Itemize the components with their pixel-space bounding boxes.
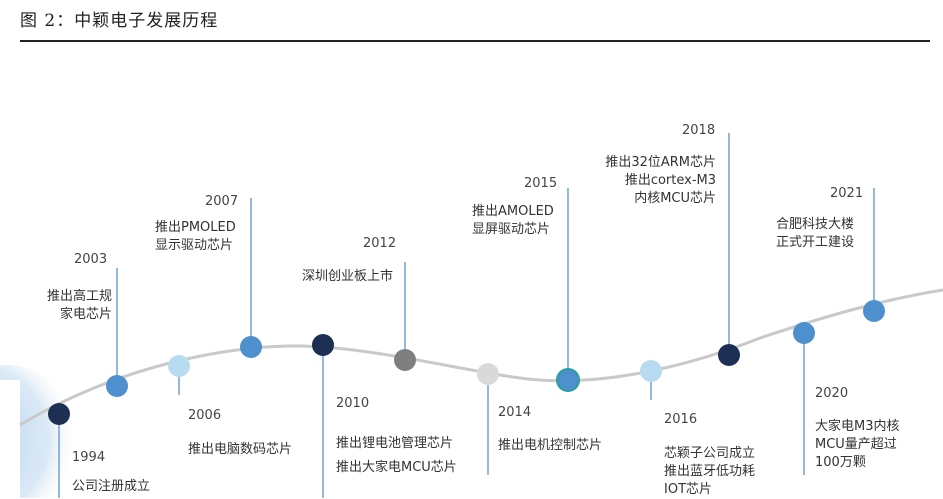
- milestone-text-2012: 深圳创业板上市: [302, 269, 394, 284]
- node-2020: [793, 322, 815, 344]
- milestone-text-2020: 大家电M3内核 MCU量产超过 100万颗: [815, 419, 900, 470]
- node-2014: [477, 363, 499, 385]
- milestone-text-1994: 公司注册成立: [72, 479, 151, 494]
- node-1994: [48, 403, 70, 425]
- node-2007: [240, 336, 262, 358]
- milestone-text-2015: 推出AMOLED 显屏驱动芯片: [472, 204, 554, 237]
- year-2014: 2014: [498, 405, 532, 420]
- milestone-text-2014: 推出电机控制芯片: [498, 438, 603, 453]
- milestone-text-2016: 芯颖子公司成立 推出蓝牙低功耗 IOT芯片: [664, 446, 756, 497]
- node-2010: [312, 334, 334, 356]
- node-2012: [394, 349, 416, 371]
- year-2018: 2018: [682, 123, 716, 138]
- left-margin-mask: [0, 380, 20, 498]
- node-2016: [640, 360, 662, 382]
- year-2012: 2012: [363, 236, 397, 251]
- milestone-text-2006: 推出电脑数码芯片: [188, 442, 293, 457]
- figure-title: 图 2：中颖电子发展历程: [20, 11, 219, 31]
- connector-lines: [58, 133, 875, 498]
- year-2003: 2003: [74, 252, 108, 267]
- year-2016: 2016: [664, 412, 698, 427]
- title-underline: [20, 40, 930, 42]
- milestone-text-2007: 推出PMOLED 显示驱动芯片: [155, 220, 236, 253]
- milestone-text-2018: 推出32位ARM芯片 推出cortex-M3 内核MCU芯片: [605, 155, 716, 206]
- node-2021: [863, 300, 885, 322]
- milestone-text-2021: 合肥科技大楼 正式开工建设: [776, 217, 855, 250]
- year-2010: 2010: [336, 396, 370, 411]
- node-2006: [168, 355, 190, 377]
- year-2020: 2020: [815, 386, 849, 401]
- year-2015: 2015: [524, 176, 558, 191]
- year-2021: 2021: [830, 186, 864, 201]
- milestone-text-2003: 推出高工规 家电芯片: [46, 289, 112, 322]
- node-2018: [718, 344, 740, 366]
- node-2003: [106, 375, 128, 397]
- year-1994: 1994: [72, 450, 106, 465]
- year-2007: 2007: [205, 194, 239, 209]
- milestone-text-2010: 推出锂电池管理芯片 推出大家电MCU芯片: [336, 436, 457, 475]
- node-2015: [556, 368, 580, 392]
- year-2006: 2006: [188, 408, 222, 423]
